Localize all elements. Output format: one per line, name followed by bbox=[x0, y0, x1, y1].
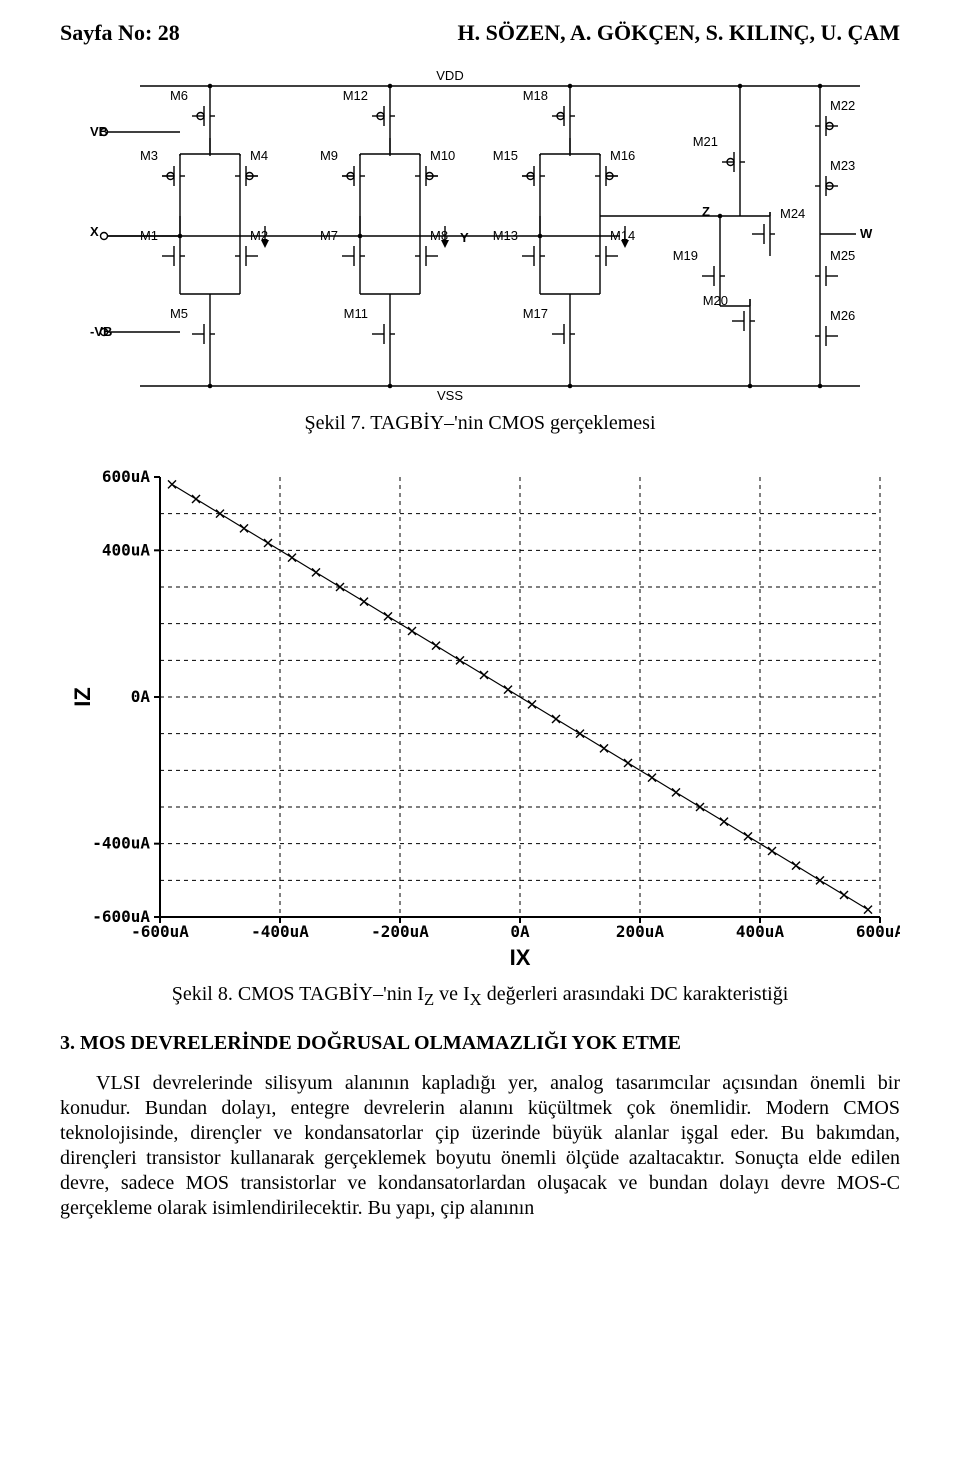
svg-text:VB: VB bbox=[90, 124, 108, 139]
authors-line: H. SÖZEN, A. GÖKÇEN, S. KILINÇ, U. ÇAM bbox=[457, 20, 900, 46]
svg-text:W: W bbox=[860, 226, 873, 241]
svg-text:600uA: 600uA bbox=[856, 922, 900, 941]
body-paragraph: VLSI devrelerinde silisyum alanının kapl… bbox=[60, 1071, 900, 1221]
svg-text:M3: M3 bbox=[140, 148, 158, 163]
svg-text:M23: M23 bbox=[830, 158, 855, 173]
svg-text:M17: M17 bbox=[523, 306, 548, 321]
svg-text:IZ: IZ bbox=[70, 687, 95, 707]
svg-text:Y: Y bbox=[460, 230, 469, 245]
svg-text:400uA: 400uA bbox=[736, 922, 785, 941]
svg-text:IX: IX bbox=[510, 945, 531, 970]
svg-text:M12: M12 bbox=[343, 88, 368, 103]
svg-text:-400uA: -400uA bbox=[251, 922, 309, 941]
section-heading: 3. MOS DEVRELERİNDE DOĞRUSAL OLMAMAZLIĞI… bbox=[60, 1032, 900, 1055]
svg-text:M26: M26 bbox=[830, 308, 855, 323]
svg-text:0A: 0A bbox=[510, 922, 530, 941]
svg-text:-400uA: -400uA bbox=[92, 834, 150, 853]
svg-text:M22: M22 bbox=[830, 98, 855, 113]
circuit-diagram: VDDVSSVBX-VBM6M3M4M1M2M5M12M9M10M7M8M11M… bbox=[60, 66, 900, 406]
svg-text:M25: M25 bbox=[830, 248, 855, 263]
svg-text:200uA: 200uA bbox=[616, 922, 665, 941]
svg-text:-200uA: -200uA bbox=[371, 922, 429, 941]
svg-text:Z: Z bbox=[702, 204, 710, 219]
svg-text:-600uA: -600uA bbox=[131, 922, 189, 941]
svg-text:VSS: VSS bbox=[437, 388, 463, 403]
svg-text:M6: M6 bbox=[170, 88, 188, 103]
svg-text:M19: M19 bbox=[673, 248, 698, 263]
iz-ix-chart: -600uA-400uA0A400uA600uA-600uA-400uA-200… bbox=[60, 457, 900, 977]
svg-text:600uA: 600uA bbox=[102, 467, 151, 486]
svg-text:0A: 0A bbox=[131, 687, 151, 706]
svg-text:M21: M21 bbox=[693, 134, 718, 149]
svg-text:M24: M24 bbox=[780, 206, 805, 221]
page-header: Sayfa No: 28 H. SÖZEN, A. GÖKÇEN, S. KIL… bbox=[60, 20, 900, 46]
svg-text:X: X bbox=[90, 224, 99, 239]
figure8-caption: Şekil 8. CMOS TAGBİY–'nin IZ ve IX değer… bbox=[60, 983, 900, 1010]
svg-text:M18: M18 bbox=[523, 88, 548, 103]
svg-text:M4: M4 bbox=[250, 148, 268, 163]
svg-text:M11: M11 bbox=[344, 306, 368, 321]
page-number: Sayfa No: 28 bbox=[60, 20, 180, 46]
svg-text:M5: M5 bbox=[170, 306, 188, 321]
figure7-caption: Şekil 7. TAGBİY–'nin CMOS gerçeklemesi bbox=[60, 412, 900, 435]
svg-text:M16: M16 bbox=[610, 148, 635, 163]
svg-text:M9: M9 bbox=[320, 148, 338, 163]
svg-text:400uA: 400uA bbox=[102, 540, 151, 559]
svg-text:VDD: VDD bbox=[436, 68, 463, 83]
svg-text:M15: M15 bbox=[493, 148, 518, 163]
svg-text:M10: M10 bbox=[430, 148, 455, 163]
